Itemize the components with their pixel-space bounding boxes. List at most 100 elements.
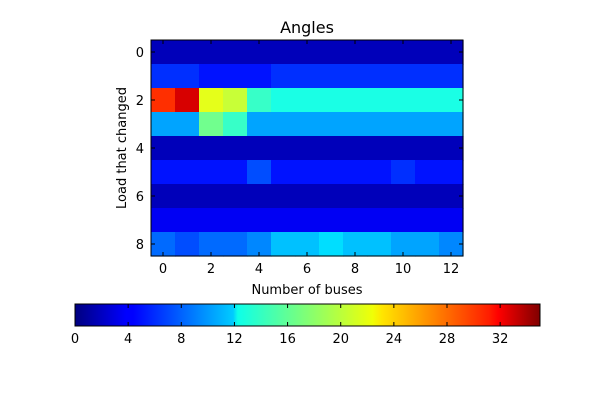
colorbar-tick-label: 24 <box>386 332 403 347</box>
x-axis-label: Number of buses <box>251 283 362 298</box>
heatmap-cell <box>415 64 440 89</box>
heatmap-cell <box>271 208 296 233</box>
heatmap-cell <box>439 112 464 137</box>
heatmap-cell <box>415 40 440 65</box>
heatmap-cell <box>175 88 200 113</box>
x-tick-label: 4 <box>255 262 263 277</box>
heatmap-cell <box>199 184 224 209</box>
heatmap-cell <box>391 88 416 113</box>
heatmap-cell <box>367 208 392 233</box>
heatmap-cell <box>175 232 200 257</box>
heatmap-cell <box>295 40 320 65</box>
heatmap-cell <box>391 184 416 209</box>
heatmap-cell <box>199 112 224 137</box>
heatmap-cell <box>415 208 440 233</box>
heatmap-cells <box>151 40 464 257</box>
heatmap-cell <box>415 136 440 161</box>
heatmap-cell <box>271 184 296 209</box>
heatmap-cell <box>247 88 272 113</box>
y-axis-ticks: 0 2 4 6 8 <box>136 46 463 253</box>
heatmap-cell <box>223 160 248 185</box>
y-tick-label: 0 <box>136 46 144 61</box>
heatmap-cell <box>367 88 392 113</box>
heatmap-cell <box>295 208 320 233</box>
heatmap-cell <box>367 136 392 161</box>
chart-title: Angles <box>280 18 334 37</box>
y-tick-label: 8 <box>136 238 144 253</box>
heatmap-cell <box>247 136 272 161</box>
colorbar-tick-label: 8 <box>177 332 185 347</box>
heatmap-cell <box>367 184 392 209</box>
heatmap-cell <box>439 208 464 233</box>
x-tick-label: 6 <box>303 262 311 277</box>
heatmap-cell <box>151 112 176 137</box>
heatmap-cell <box>319 40 344 65</box>
heatmap-cell <box>223 88 248 113</box>
heatmap-cell <box>295 160 320 185</box>
heatmap-cell <box>319 136 344 161</box>
heatmap-cell <box>199 40 224 65</box>
heatmap-cell <box>391 64 416 89</box>
heatmap-cell <box>367 232 392 257</box>
heatmap-cell <box>271 232 296 257</box>
y-tick-label: 6 <box>136 190 144 205</box>
heatmap-cell <box>343 64 368 89</box>
heatmap-cell <box>319 184 344 209</box>
heatmap-cell <box>247 112 272 137</box>
heatmap-cell <box>295 112 320 137</box>
heatmap-cell <box>343 184 368 209</box>
heatmap-cell <box>175 64 200 89</box>
heatmap-cell <box>367 40 392 65</box>
heatmap-cell <box>391 136 416 161</box>
heatmap-cell <box>223 232 248 257</box>
colorbar-ticks: 0 4 8 12 16 20 24 28 32 <box>71 304 509 347</box>
heatmap-cell <box>271 88 296 113</box>
heatmap-cell <box>271 136 296 161</box>
y-tick-label: 4 <box>136 142 144 157</box>
x-axis-ticks: 0 2 4 6 8 10 12 <box>159 40 459 277</box>
heatmap-cell <box>151 40 176 65</box>
heatmap-cell <box>175 136 200 161</box>
heatmap-cell <box>247 160 272 185</box>
heatmap-cell <box>151 136 176 161</box>
heatmap-cell <box>223 184 248 209</box>
heatmap-cell <box>415 160 440 185</box>
heatmap-cell <box>319 112 344 137</box>
heatmap-cell <box>175 160 200 185</box>
heatmap-cell <box>439 160 464 185</box>
heatmap-cell <box>319 232 344 257</box>
heatmap-cell <box>151 88 176 113</box>
heatmap-cell <box>151 208 176 233</box>
heatmap-cell <box>223 136 248 161</box>
heatmap-cell <box>271 40 296 65</box>
heatmap-cell <box>319 64 344 89</box>
heatmap-cell <box>295 184 320 209</box>
heatmap-cell <box>247 184 272 209</box>
x-tick-label: 0 <box>159 262 167 277</box>
heatmap-cell <box>343 208 368 233</box>
colorbar-tick-label: 20 <box>332 332 349 347</box>
heatmap-cell <box>439 64 464 89</box>
heatmap-cell <box>415 112 440 137</box>
x-tick-label: 2 <box>207 262 215 277</box>
heatmap-cell <box>223 112 248 137</box>
heatmap-cell <box>367 112 392 137</box>
heatmap-cell <box>151 64 176 89</box>
heatmap-cell <box>199 88 224 113</box>
heatmap-cell <box>247 64 272 89</box>
heatmap-cell <box>415 88 440 113</box>
y-tick-label: 2 <box>136 94 144 109</box>
heatmap-cell <box>415 184 440 209</box>
heatmap-cell <box>175 40 200 65</box>
heatmap-cell <box>391 112 416 137</box>
colorbar-tick-label: 0 <box>71 332 79 347</box>
heatmap-cell <box>199 136 224 161</box>
heatmap-cell <box>247 40 272 65</box>
heatmap-cell <box>391 208 416 233</box>
colorbar-tick-label: 32 <box>492 332 509 347</box>
heatmap-cell <box>343 112 368 137</box>
colorbar-tick-label: 12 <box>226 332 243 347</box>
heatmap-cell <box>199 64 224 89</box>
heatmap-cell <box>295 64 320 89</box>
heatmap-cell <box>223 64 248 89</box>
